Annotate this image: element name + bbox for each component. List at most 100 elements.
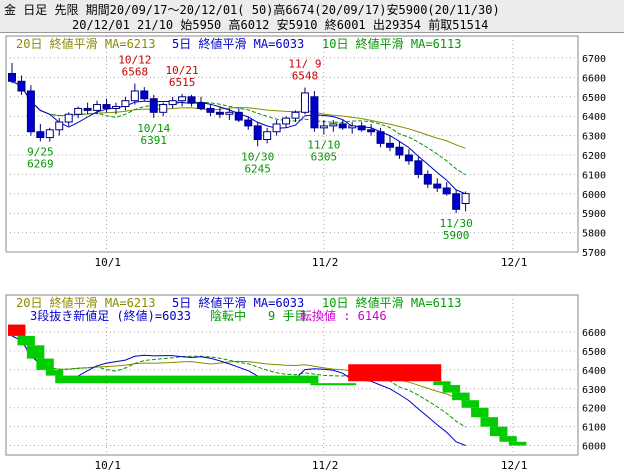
x-tick-label: 11/2 xyxy=(312,459,339,472)
candle-body xyxy=(452,193,461,210)
header-period-line: 金 日足 先限 期間20/09/17～20/12/01( 50)高6674(20… xyxy=(4,3,500,17)
break-y-tick-label: 6400 xyxy=(582,366,606,377)
y-tick-label: 6600 xyxy=(582,73,606,84)
annotation-date: 10/30 xyxy=(241,150,274,163)
break-legend-entry: 20日 終値平滑 MA=6213 xyxy=(16,295,155,310)
candlestick-pane xyxy=(5,35,579,253)
annotation-date: 11/30 xyxy=(440,217,473,230)
annotation-date: 10/21 xyxy=(166,64,199,77)
candle-body xyxy=(149,98,158,113)
candle-body xyxy=(442,187,451,195)
break-block xyxy=(45,369,64,376)
legend-entry: 10日 終値平滑 MA=6113 xyxy=(322,36,461,51)
x-tick-label: 10/1 xyxy=(95,459,122,472)
candle-body xyxy=(244,119,253,127)
candle-body xyxy=(93,104,102,111)
candle-body xyxy=(423,173,432,185)
x-tick-label: 12/1 xyxy=(501,459,527,472)
break-y-tick-label: 6500 xyxy=(582,347,606,358)
break-y-tick-label: 6000 xyxy=(582,442,606,453)
candle-body xyxy=(310,96,319,129)
legend-entry: 20日 終値平滑 MA=6213 xyxy=(16,36,155,51)
candle-body xyxy=(319,125,328,129)
break-pane xyxy=(5,294,579,456)
break-block xyxy=(452,392,470,401)
break-y-tick-label: 6200 xyxy=(582,404,606,415)
y-tick-label: 6500 xyxy=(582,93,606,104)
candle-body xyxy=(140,90,149,100)
annotation-value: 6391 xyxy=(141,134,168,147)
candle-body xyxy=(329,123,338,127)
break-y-tick-label: 6100 xyxy=(582,423,606,434)
annotation-value: 6515 xyxy=(169,76,196,89)
y-tick-label: 6300 xyxy=(582,132,606,143)
candle-body xyxy=(74,107,83,115)
y-tick-label: 5700 xyxy=(582,248,606,259)
break-info-text: 陰転中 xyxy=(210,308,246,323)
break-block xyxy=(348,364,442,382)
x-tick-label: 12/1 xyxy=(501,256,527,269)
candle-body xyxy=(272,123,281,133)
break-info-text: 転換値 : 6146 xyxy=(300,308,387,323)
annotation-value: 5900 xyxy=(443,229,470,242)
break-info-text: 3段抜き新値足 (終値)=6033 xyxy=(30,308,191,323)
candle-body xyxy=(357,125,366,131)
candle-body xyxy=(206,107,215,113)
candle-body xyxy=(121,100,130,107)
annotation-date: 11/ 9 xyxy=(288,57,321,70)
header-ohlc-line: 20/12/01 21/10 始5950 高6012 安5910 終6001 出… xyxy=(72,18,489,32)
y-tick-label: 6400 xyxy=(582,112,606,123)
candle-body xyxy=(386,142,394,148)
y-tick-label: 6100 xyxy=(582,170,606,181)
break-block xyxy=(17,335,35,346)
candle-body xyxy=(8,73,16,82)
candle-body xyxy=(461,193,470,205)
legend-entry: 5日 終値平滑 MA=6033 xyxy=(172,36,304,51)
break-block xyxy=(433,381,451,386)
candle-body xyxy=(215,111,224,115)
candle-body xyxy=(187,96,196,104)
annotation-date: 10/12 xyxy=(118,54,151,67)
annotation-value: 6568 xyxy=(122,66,149,79)
break-block xyxy=(442,385,461,393)
y-tick-label: 6700 xyxy=(582,54,606,65)
candle-body xyxy=(367,129,376,133)
break-block xyxy=(508,441,527,446)
candle-body xyxy=(348,125,357,129)
candle-body xyxy=(404,154,413,162)
y-tick-label: 6000 xyxy=(582,190,606,201)
x-tick-label: 10/1 xyxy=(95,256,122,269)
candle-body xyxy=(45,129,54,139)
break-block xyxy=(489,426,508,437)
candle-body xyxy=(225,111,234,115)
annotation-value: 6245 xyxy=(244,162,271,175)
candle-body xyxy=(376,131,385,144)
candle-body xyxy=(111,106,120,109)
candle-body xyxy=(338,123,347,129)
annotation-value: 6269 xyxy=(27,157,54,170)
break-block xyxy=(499,436,517,442)
y-tick-label: 5900 xyxy=(582,209,606,220)
candle-body xyxy=(395,146,404,156)
break-y-tick-label: 6300 xyxy=(582,385,606,396)
candle-body xyxy=(55,121,64,131)
break-block xyxy=(55,375,319,384)
annotation-date: 10/14 xyxy=(137,122,170,135)
candle-body xyxy=(130,90,139,102)
candle-body xyxy=(17,80,26,92)
break-legend-entry: 10日 終値平滑 MA=6113 xyxy=(322,295,461,310)
break-block xyxy=(310,383,357,386)
candle-body xyxy=(414,160,423,175)
quote-header: 金 日足 先限 期間20/09/17～20/12/01( 50)高6674(20… xyxy=(0,0,624,33)
candle-body xyxy=(197,102,205,109)
annotation-date: 9/25 xyxy=(27,145,54,158)
candle-body xyxy=(102,104,111,109)
candle-body xyxy=(282,117,291,125)
break-ma5-line xyxy=(11,335,466,446)
y-tick-label: 5800 xyxy=(582,229,606,240)
break-legend-entry: 5日 終値平滑 MA=6033 xyxy=(172,295,304,310)
x-tick-label: 11/2 xyxy=(312,256,339,269)
ma10-line xyxy=(11,80,466,176)
annotation-date: 11/10 xyxy=(307,139,340,152)
break-block xyxy=(36,358,54,370)
